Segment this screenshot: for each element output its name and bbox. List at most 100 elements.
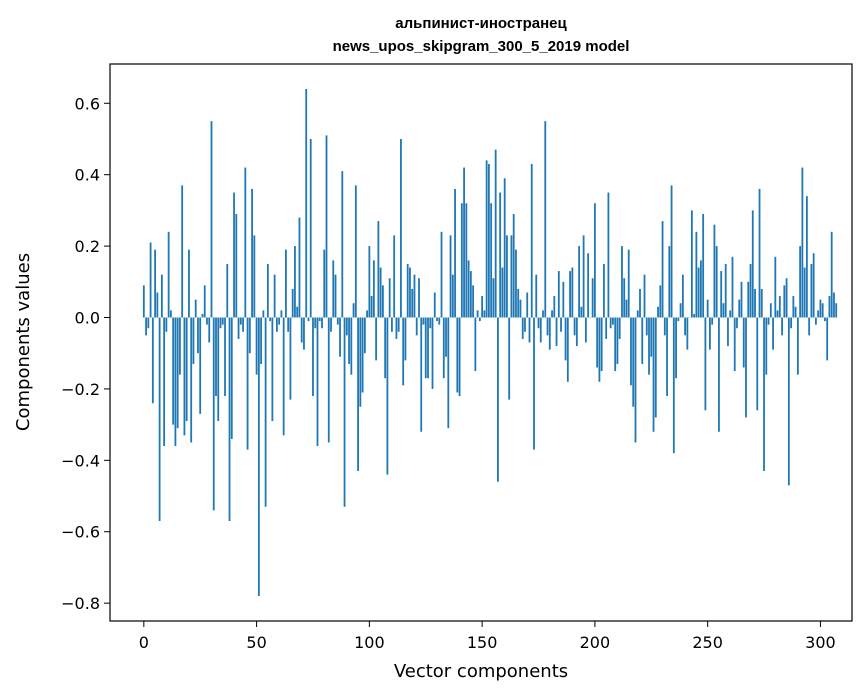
bar [228,317,231,522]
bar [377,221,380,318]
bar [681,274,684,318]
bar [436,317,438,322]
y-tick-label: −0.6 [61,523,100,542]
bar [625,299,628,318]
x-axis-ticks: 0 50 100 150 200 250 300 [139,621,836,652]
bar [648,317,650,375]
bar [384,317,387,379]
plot-frame [109,63,853,622]
bar [787,317,790,486]
bar [151,317,154,404]
bar [614,317,617,372]
bar [388,278,391,318]
bar [485,160,488,318]
bar [632,317,635,407]
y-tick-label: −0.8 [61,594,100,613]
bar [499,192,502,318]
bar [557,271,560,318]
bar [562,281,565,318]
bar [756,317,759,411]
bar [190,317,193,443]
bar [668,246,671,318]
bar [287,317,290,332]
bar [456,317,459,393]
bar [715,246,718,318]
bar [684,317,686,336]
bar [623,278,626,318]
bar [280,310,283,318]
bar [429,317,432,329]
bar [210,121,213,318]
bar [327,317,330,443]
bar [463,167,465,318]
bar [605,317,608,339]
bar [149,242,152,318]
bar [506,235,508,318]
bar [634,317,637,443]
bar [215,317,217,397]
bar [740,281,743,318]
bar [650,317,653,357]
bar [697,267,700,318]
bar [553,296,556,318]
bar [492,278,495,318]
bar [257,317,260,597]
bar [679,303,682,318]
bar [269,317,272,322]
x-tick-label: 250 [692,633,723,652]
bar [672,317,675,454]
bar [262,310,265,318]
bar [636,310,639,318]
bar [343,317,346,507]
bar [251,188,253,318]
bar [197,317,199,354]
bar [438,317,441,325]
bar [447,317,450,429]
bar [521,317,524,339]
bar [612,317,614,325]
bar [736,317,738,329]
bar [451,274,454,318]
bar [699,260,702,318]
bar [208,317,211,343]
bar [478,317,481,322]
bar [230,317,233,439]
bar [598,317,601,382]
bar [235,213,238,318]
y-tick-label: −0.2 [61,380,100,399]
bar [571,267,574,318]
bar [573,317,576,336]
bar [722,303,725,318]
bar [833,292,835,318]
bar [769,303,772,318]
bar [643,274,646,318]
bar [702,213,705,318]
bar [765,317,768,375]
bar [799,246,802,318]
bar [487,163,490,318]
bar [603,263,605,318]
bar [796,317,799,375]
bar [393,235,396,318]
bar [474,317,477,372]
bar [185,317,188,422]
bar [224,317,226,397]
bar [670,185,673,318]
bar [566,317,569,382]
bar [803,267,806,318]
bar [551,310,553,318]
bar [709,317,711,350]
bar [530,163,533,318]
bar [663,317,666,336]
bar [206,317,208,325]
bar [248,317,251,354]
bar [645,317,648,336]
bar [352,303,355,318]
bar [609,317,612,329]
bar [476,310,479,318]
bar [792,296,795,318]
bar [704,317,707,411]
bar [291,288,294,318]
bar [275,317,278,332]
